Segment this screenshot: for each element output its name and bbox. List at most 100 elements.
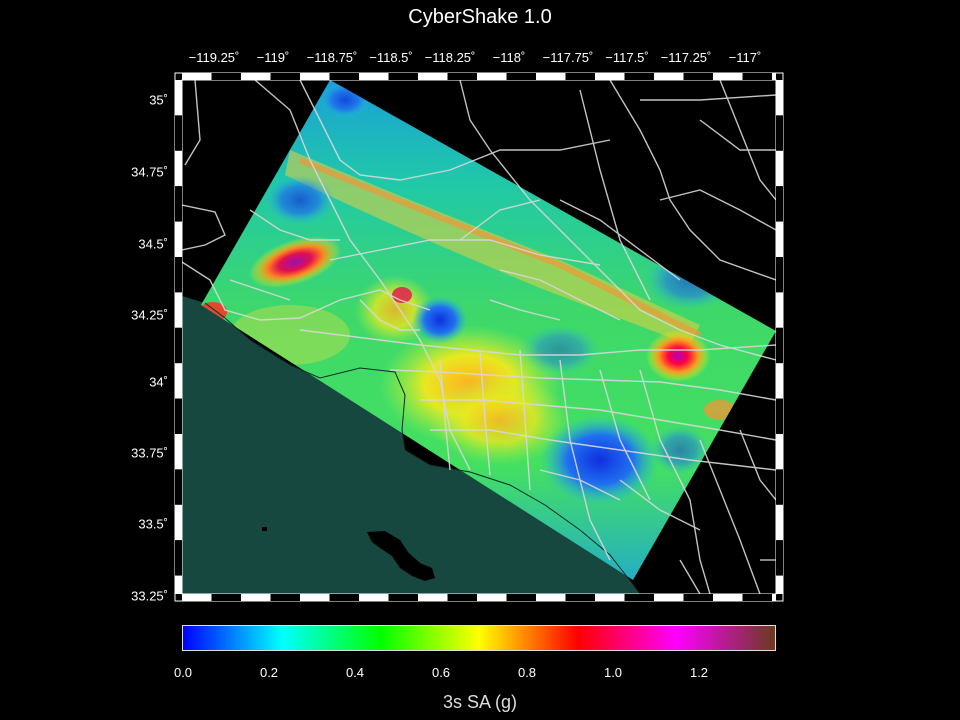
- latitude-label: 34.5˚: [138, 236, 168, 252]
- frame-tick-segment: [329, 73, 359, 80]
- frame-tick-segment: [654, 594, 684, 601]
- longitude-label: −117.75˚: [542, 50, 594, 65]
- frame-tick-segment: [506, 73, 536, 80]
- frame-tick-segment: [175, 540, 182, 576]
- frame-tick-segment: [776, 434, 783, 470]
- frame-tick-segment: [388, 594, 418, 601]
- frame-tick-segment: [359, 73, 389, 80]
- frame-tick-segment: [477, 594, 507, 601]
- frame-tick-segment: [175, 80, 182, 116]
- frame-tick-segment: [211, 73, 241, 80]
- frame-tick-segment: [776, 186, 783, 222]
- frame-tick-segment: [776, 469, 783, 505]
- frame-tick-segment: [241, 594, 271, 601]
- longitude-label: −117.25˚: [660, 50, 712, 65]
- colorbar-tick: 0.2: [259, 665, 279, 680]
- colorbar-tick: 0.6: [431, 665, 451, 680]
- frame-tick-segment: [624, 73, 654, 80]
- frame-tick-segment: [270, 73, 300, 80]
- frame-tick-segment: [175, 504, 182, 541]
- frame-tick-segment: [329, 594, 359, 601]
- latitude-label: 33.25˚: [131, 588, 168, 604]
- frame-tick-segment: [776, 257, 783, 293]
- frame-tick-segment: [175, 221, 182, 257]
- latitude-label: 33.5˚: [138, 516, 168, 532]
- frame-tick-segment: [772, 73, 776, 80]
- colorbar-label: 3s SA (g): [442, 692, 518, 712]
- frame-tick-segment: [477, 73, 507, 80]
- colorbar-tick: 0.8: [517, 665, 537, 680]
- frame-tick-segment: [388, 73, 418, 80]
- frame-tick-segment: [565, 594, 595, 601]
- frame-tick-segment: [776, 540, 783, 576]
- frame-tick-segment: [506, 594, 536, 601]
- longitude-label: −118.75˚: [306, 50, 358, 65]
- frame-tick-segment: [776, 80, 783, 116]
- colorbar-tick: 1.0: [603, 665, 623, 680]
- frame-tick-segment: [776, 398, 783, 434]
- frame-tick-segment: [175, 257, 182, 293]
- frame-tick-segment: [776, 292, 783, 328]
- frame-tick-segment: [270, 594, 300, 601]
- frame-tick-segment: [175, 575, 182, 594]
- longitude-label: −118.5˚: [369, 50, 413, 65]
- colorbar-tick: 1.2: [689, 665, 709, 680]
- frame-tick-segment: [211, 594, 241, 601]
- frame-tick-segment: [776, 575, 783, 594]
- road-network: [182, 80, 776, 594]
- longitude-label: −119˚: [256, 50, 290, 65]
- frame-tick-segment: [713, 73, 743, 80]
- frame-tick-segment: [742, 594, 772, 601]
- frame-tick-segment: [776, 504, 783, 541]
- frame-tick-segment: [359, 594, 389, 601]
- longitude-label: −117.5˚: [605, 50, 649, 65]
- frame-tick-segment: [175, 186, 182, 222]
- frame-tick-segment: [654, 73, 684, 80]
- frame-tick-segment: [175, 434, 182, 470]
- frame-tick-segment: [175, 398, 182, 434]
- ocean: [182, 296, 640, 594]
- colorbar-tick: 0.0: [173, 665, 193, 680]
- map-title: CyberShake 1.0: [408, 6, 552, 28]
- colorbar: [182, 625, 776, 651]
- latitude-label: 34.75˚: [131, 164, 168, 180]
- frame-tick-segment: [683, 73, 713, 80]
- frame-tick-segment: [683, 594, 713, 601]
- frame-tick-segment: [175, 115, 182, 151]
- frame-tick-segment: [776, 221, 783, 257]
- frame-tick-segment: [742, 73, 772, 80]
- frame-ticks: [175, 73, 783, 601]
- frame-tick-segment: [241, 73, 271, 80]
- longitude-label: −118˚: [492, 50, 526, 65]
- longitude-label: −118.25˚: [424, 50, 476, 65]
- frame-tick-segment: [565, 73, 595, 80]
- frame-tick-segment: [182, 594, 212, 601]
- frame-tick-segment: [776, 115, 783, 151]
- frame-tick-segment: [418, 594, 448, 601]
- frame-tick-segment: [536, 73, 566, 80]
- frame-tick-segment: [772, 594, 776, 601]
- colorbar-tick: 0.4: [345, 665, 365, 680]
- frame-tick-segment: [418, 73, 448, 80]
- frame-tick-segment: [182, 73, 212, 80]
- frame-tick-segment: [447, 73, 477, 80]
- latitude-label: 34.25˚: [131, 307, 168, 323]
- frame-tick-segment: [447, 594, 477, 601]
- frame-tick-segment: [300, 73, 330, 80]
- latitude-label: 34˚: [149, 374, 168, 390]
- frame-tick-segment: [536, 594, 566, 601]
- latitude-label: 35˚: [149, 92, 168, 108]
- frame-tick-segment: [175, 363, 182, 399]
- frame-tick-segment: [776, 363, 783, 399]
- frame-tick-segment: [175, 150, 182, 187]
- frame-tick-segment: [175, 292, 182, 328]
- frame-tick-segment: [624, 594, 654, 601]
- longitude-label: −119.25˚: [188, 50, 240, 65]
- latitude-label: 33.75˚: [131, 445, 168, 461]
- catalina-island: [367, 531, 435, 581]
- frame-tick-segment: [300, 594, 330, 601]
- frame-tick-segment: [175, 469, 182, 505]
- longitude-label: −117˚: [728, 50, 762, 65]
- frame-tick-segment: [776, 327, 783, 364]
- frame-tick-segment: [595, 594, 625, 601]
